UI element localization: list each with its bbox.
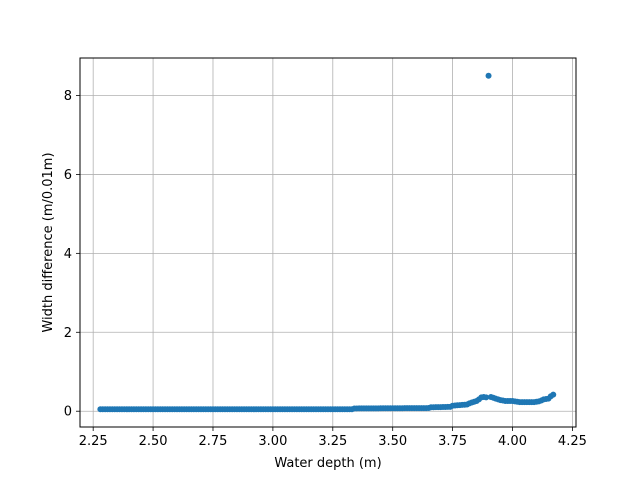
y-tick-label: 6 xyxy=(64,168,72,183)
y-tick-label: 8 xyxy=(64,89,72,104)
x-axis-label: Water depth (m) xyxy=(274,456,381,471)
x-tick-label: 3.75 xyxy=(438,434,467,449)
x-tick-label: 2.25 xyxy=(79,434,108,449)
y-tick-label: 4 xyxy=(64,247,72,262)
x-tick-label: 3.25 xyxy=(318,434,347,449)
x-tick-label: 4.25 xyxy=(558,434,587,449)
y-axis-ticks: 0 2 4 6 8 xyxy=(64,89,80,420)
data-point xyxy=(550,391,557,398)
y-tick-label: 2 xyxy=(64,326,72,341)
y-axis-label: Width difference (m/0.01m) xyxy=(41,152,56,332)
y-tick-label: 0 xyxy=(64,405,72,420)
plot-frame xyxy=(79,57,577,428)
data-points xyxy=(97,72,557,413)
data-point xyxy=(485,72,492,79)
x-axis-ticks: 2.25 2.50 2.75 3.00 3.25 3.50 3.75 4.00 4.25 xyxy=(79,427,587,449)
x-tick-label: 3.50 xyxy=(378,434,407,449)
x-tick-label: 4.00 xyxy=(498,434,527,449)
data-point xyxy=(483,394,490,401)
x-tick-label: 2.75 xyxy=(199,434,228,449)
x-tick-label: 2.50 xyxy=(139,434,168,449)
x-tick-label: 3.00 xyxy=(258,434,287,449)
